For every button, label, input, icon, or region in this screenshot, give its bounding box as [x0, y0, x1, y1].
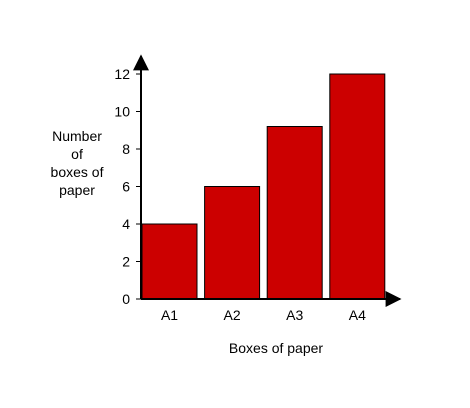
y-axis-label-line: boxes of: [51, 164, 104, 180]
y-tick-label: 4: [122, 216, 130, 232]
x-category-label: A2: [224, 307, 241, 323]
y-axis-label: Number of boxes of paper: [51, 128, 104, 198]
bar-a2: [204, 186, 261, 300]
x-categories-layer: A1 A2 A3 A4: [161, 307, 366, 323]
x-category-label: A4: [349, 307, 366, 323]
y-tick-label: 10: [114, 104, 130, 120]
y-ticks-layer: 0 2 4 6 8 10 12: [114, 66, 141, 307]
y-tick-label: 8: [122, 141, 130, 157]
bars-layer: [141, 73, 386, 300]
y-tick-label: 2: [122, 254, 130, 270]
y-axis-label-line: of: [71, 146, 83, 162]
bar-a3: [266, 126, 323, 300]
x-axis-label: Boxes of paper: [229, 340, 324, 356]
y-tick-label: 0: [122, 291, 130, 307]
y-tick-label: 12: [114, 66, 130, 82]
y-axis-label-line: Number: [52, 128, 102, 144]
bar-a4: [329, 73, 386, 300]
bar-a1: [141, 223, 198, 300]
x-category-label: A3: [286, 307, 303, 323]
y-tick-label: 6: [122, 179, 130, 195]
x-category-label: A1: [161, 307, 178, 323]
y-axis-label-line: paper: [59, 182, 95, 198]
